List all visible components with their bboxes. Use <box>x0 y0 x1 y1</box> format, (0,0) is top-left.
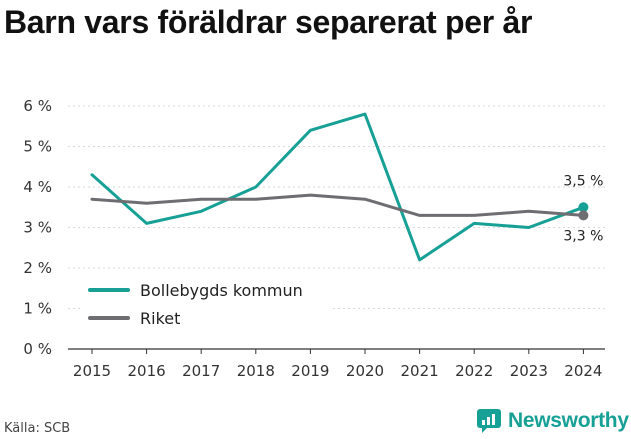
y-tick-label: 0 % <box>23 340 52 358</box>
series-line-riket <box>90 193 585 217</box>
legend-box <box>82 277 330 335</box>
y-tick-label: 6 % <box>23 97 52 115</box>
x-tick-label: 2019 <box>291 362 329 380</box>
y-tick-label: 2 % <box>23 259 52 277</box>
x-tick-label: 2016 <box>128 362 166 380</box>
series-end-point <box>578 210 589 221</box>
newsworthy-logo-icon <box>477 409 501 433</box>
x-tick-label: 2021 <box>401 362 439 380</box>
brand-logo[interactable]: Newsworthy <box>476 408 629 434</box>
x-tick-label: 2022 <box>455 362 493 380</box>
y-tick-label: 1 % <box>23 300 52 318</box>
x-tick-label: 2023 <box>510 362 548 380</box>
series-end-point <box>578 202 589 213</box>
brand-name: Newsworthy <box>508 409 629 432</box>
y-tick-label: 4 % <box>23 178 52 196</box>
x-tick-label: 2024 <box>564 362 602 380</box>
legend-label: Riket <box>140 309 180 328</box>
source-note: Källa: SCB <box>4 421 71 436</box>
x-tick-label: 2015 <box>73 362 111 380</box>
end-value-label: 3,5 % <box>563 173 603 189</box>
x-tick-label: 2017 <box>182 362 220 380</box>
end-value-label: 3,3 % <box>563 228 603 244</box>
y-tick-label: 5 % <box>23 138 52 156</box>
x-tick-label: 2020 <box>346 362 384 380</box>
x-tick-label: 2018 <box>237 362 275 380</box>
chart-title: Barn vars föräldrar separerat per år <box>4 4 533 40</box>
y-tick-label: 3 % <box>23 219 52 237</box>
series-line-bollebygd <box>90 112 585 262</box>
legend-label: Bollebygds kommun <box>140 281 303 300</box>
